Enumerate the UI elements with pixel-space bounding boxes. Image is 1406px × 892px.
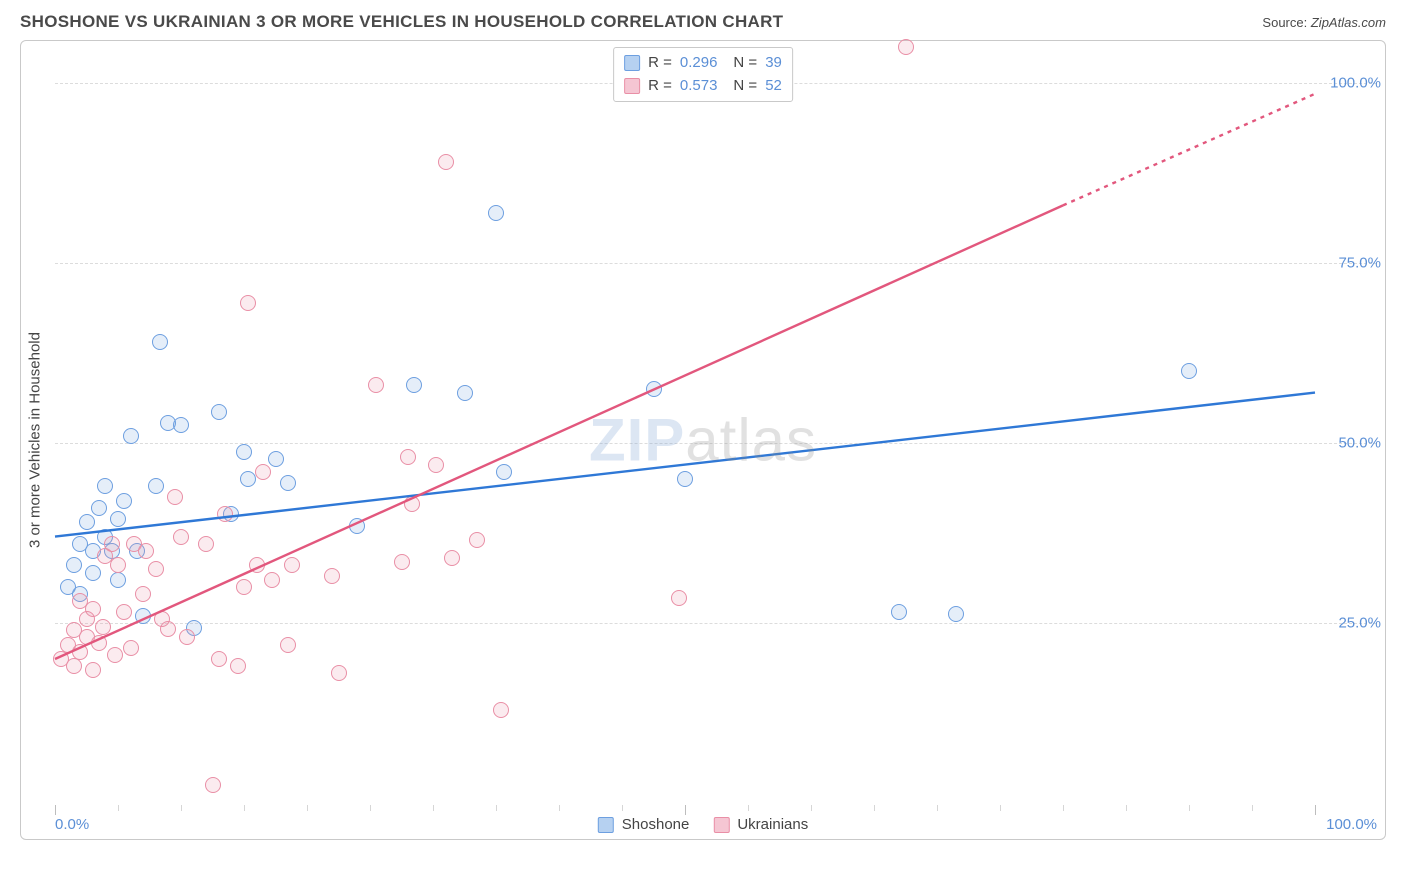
scatter-plot-svg: [55, 47, 1315, 803]
chart-title: SHOSHONE VS UKRAINIAN 3 OR MORE VEHICLES…: [20, 12, 783, 32]
legend-series-label: Ukrainians: [737, 816, 808, 833]
x-tick-minor: [1252, 805, 1253, 811]
y-tick-label: 25.0%: [1338, 615, 1381, 632]
plot-area: 25.0%50.0%75.0%100.0%: [55, 47, 1315, 803]
legend-r-value: 0.296: [680, 52, 718, 75]
legend-series: Shoshone Ukrainians: [598, 816, 808, 833]
x-tick-major: [685, 805, 686, 815]
legend-correlation: R = 0.296 N = 39 R = 0.573 N = 52: [613, 47, 793, 102]
y-tick-label: 50.0%: [1338, 435, 1381, 452]
regression-line-ext: [1063, 94, 1315, 206]
legend-n-value: 39: [765, 52, 782, 75]
x-tick-minor: [1189, 805, 1190, 811]
x-tick-major: [55, 805, 56, 815]
x-tick-minor: [622, 805, 623, 811]
x-axis-max-label: 100.0%: [1326, 816, 1377, 833]
x-tick-minor: [748, 805, 749, 811]
legend-r-value: 0.573: [680, 75, 718, 98]
y-tick-label: 100.0%: [1330, 75, 1381, 92]
x-tick-minor: [181, 805, 182, 811]
regression-line: [55, 393, 1315, 537]
legend-swatch: [713, 817, 729, 833]
x-tick-minor: [874, 805, 875, 811]
legend-swatch: [624, 55, 640, 71]
x-tick-minor: [1063, 805, 1064, 811]
y-axis-label: 3 or more Vehicles in Household: [27, 332, 44, 548]
x-tick-minor: [307, 805, 308, 811]
x-tick-major: [1315, 805, 1316, 815]
x-tick-minor: [559, 805, 560, 811]
legend-swatch: [624, 78, 640, 94]
x-tick-minor: [811, 805, 812, 811]
x-axis-min-label: 0.0%: [55, 816, 89, 833]
y-tick-label: 75.0%: [1338, 255, 1381, 272]
legend-correlation-row: R = 0.573 N = 52: [624, 75, 782, 98]
legend-r-label: R =: [648, 75, 672, 98]
legend-series-label: Shoshone: [622, 816, 690, 833]
legend-swatch: [598, 817, 614, 833]
legend-series-item: Ukrainians: [713, 816, 808, 833]
x-tick-minor: [118, 805, 119, 811]
x-tick-minor: [937, 805, 938, 811]
legend-r-label: R =: [648, 52, 672, 75]
x-tick-minor: [1000, 805, 1001, 811]
legend-correlation-row: R = 0.296 N = 39: [624, 52, 782, 75]
x-tick-minor: [1126, 805, 1127, 811]
x-tick-minor: [433, 805, 434, 811]
regression-line: [55, 205, 1063, 659]
source-label: Source:: [1262, 15, 1307, 30]
x-tick-minor: [496, 805, 497, 811]
x-tick-minor: [370, 805, 371, 811]
legend-series-item: Shoshone: [598, 816, 690, 833]
legend-n-label: N =: [733, 52, 757, 75]
source-attribution: Source: ZipAtlas.com: [1262, 15, 1386, 30]
chart-frame: 3 or more Vehicles in Household 25.0%50.…: [20, 40, 1386, 840]
legend-n-value: 52: [765, 75, 782, 98]
source-value: ZipAtlas.com: [1311, 15, 1386, 30]
legend-n-label: N =: [733, 75, 757, 98]
x-tick-minor: [244, 805, 245, 811]
